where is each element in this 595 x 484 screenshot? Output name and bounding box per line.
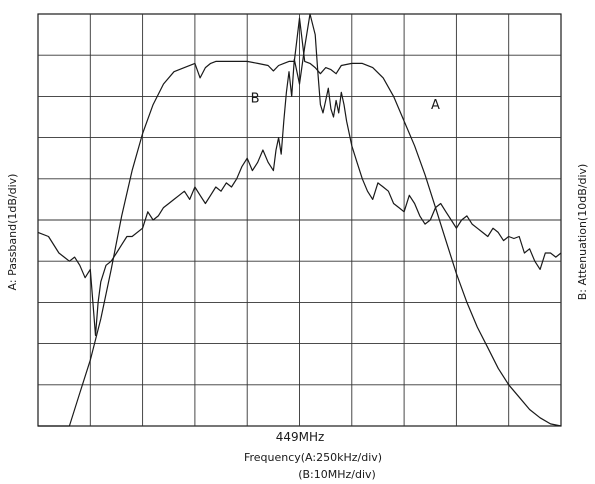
y-axis-label-right: B: Attenuation(10dB/div) — [576, 164, 589, 301]
grid — [37, 13, 562, 427]
x-axis-label-line2: (B:10MHz/div) — [298, 468, 376, 481]
annotation-layer: AB — [251, 92, 440, 113]
series-b-line — [37, 13, 562, 336]
series-b-annotation: B — [251, 92, 260, 107]
series-layer — [37, 13, 562, 427]
x-axis-label-line1: Frequency(A:250kHz/div) — [244, 451, 382, 464]
center-frequency-label: 449MHz — [276, 430, 325, 444]
series-a-annotation: A — [431, 98, 440, 113]
y-axis-label-left: A: Passband(1dB/div) — [6, 174, 19, 291]
series-a-line — [38, 17, 562, 427]
